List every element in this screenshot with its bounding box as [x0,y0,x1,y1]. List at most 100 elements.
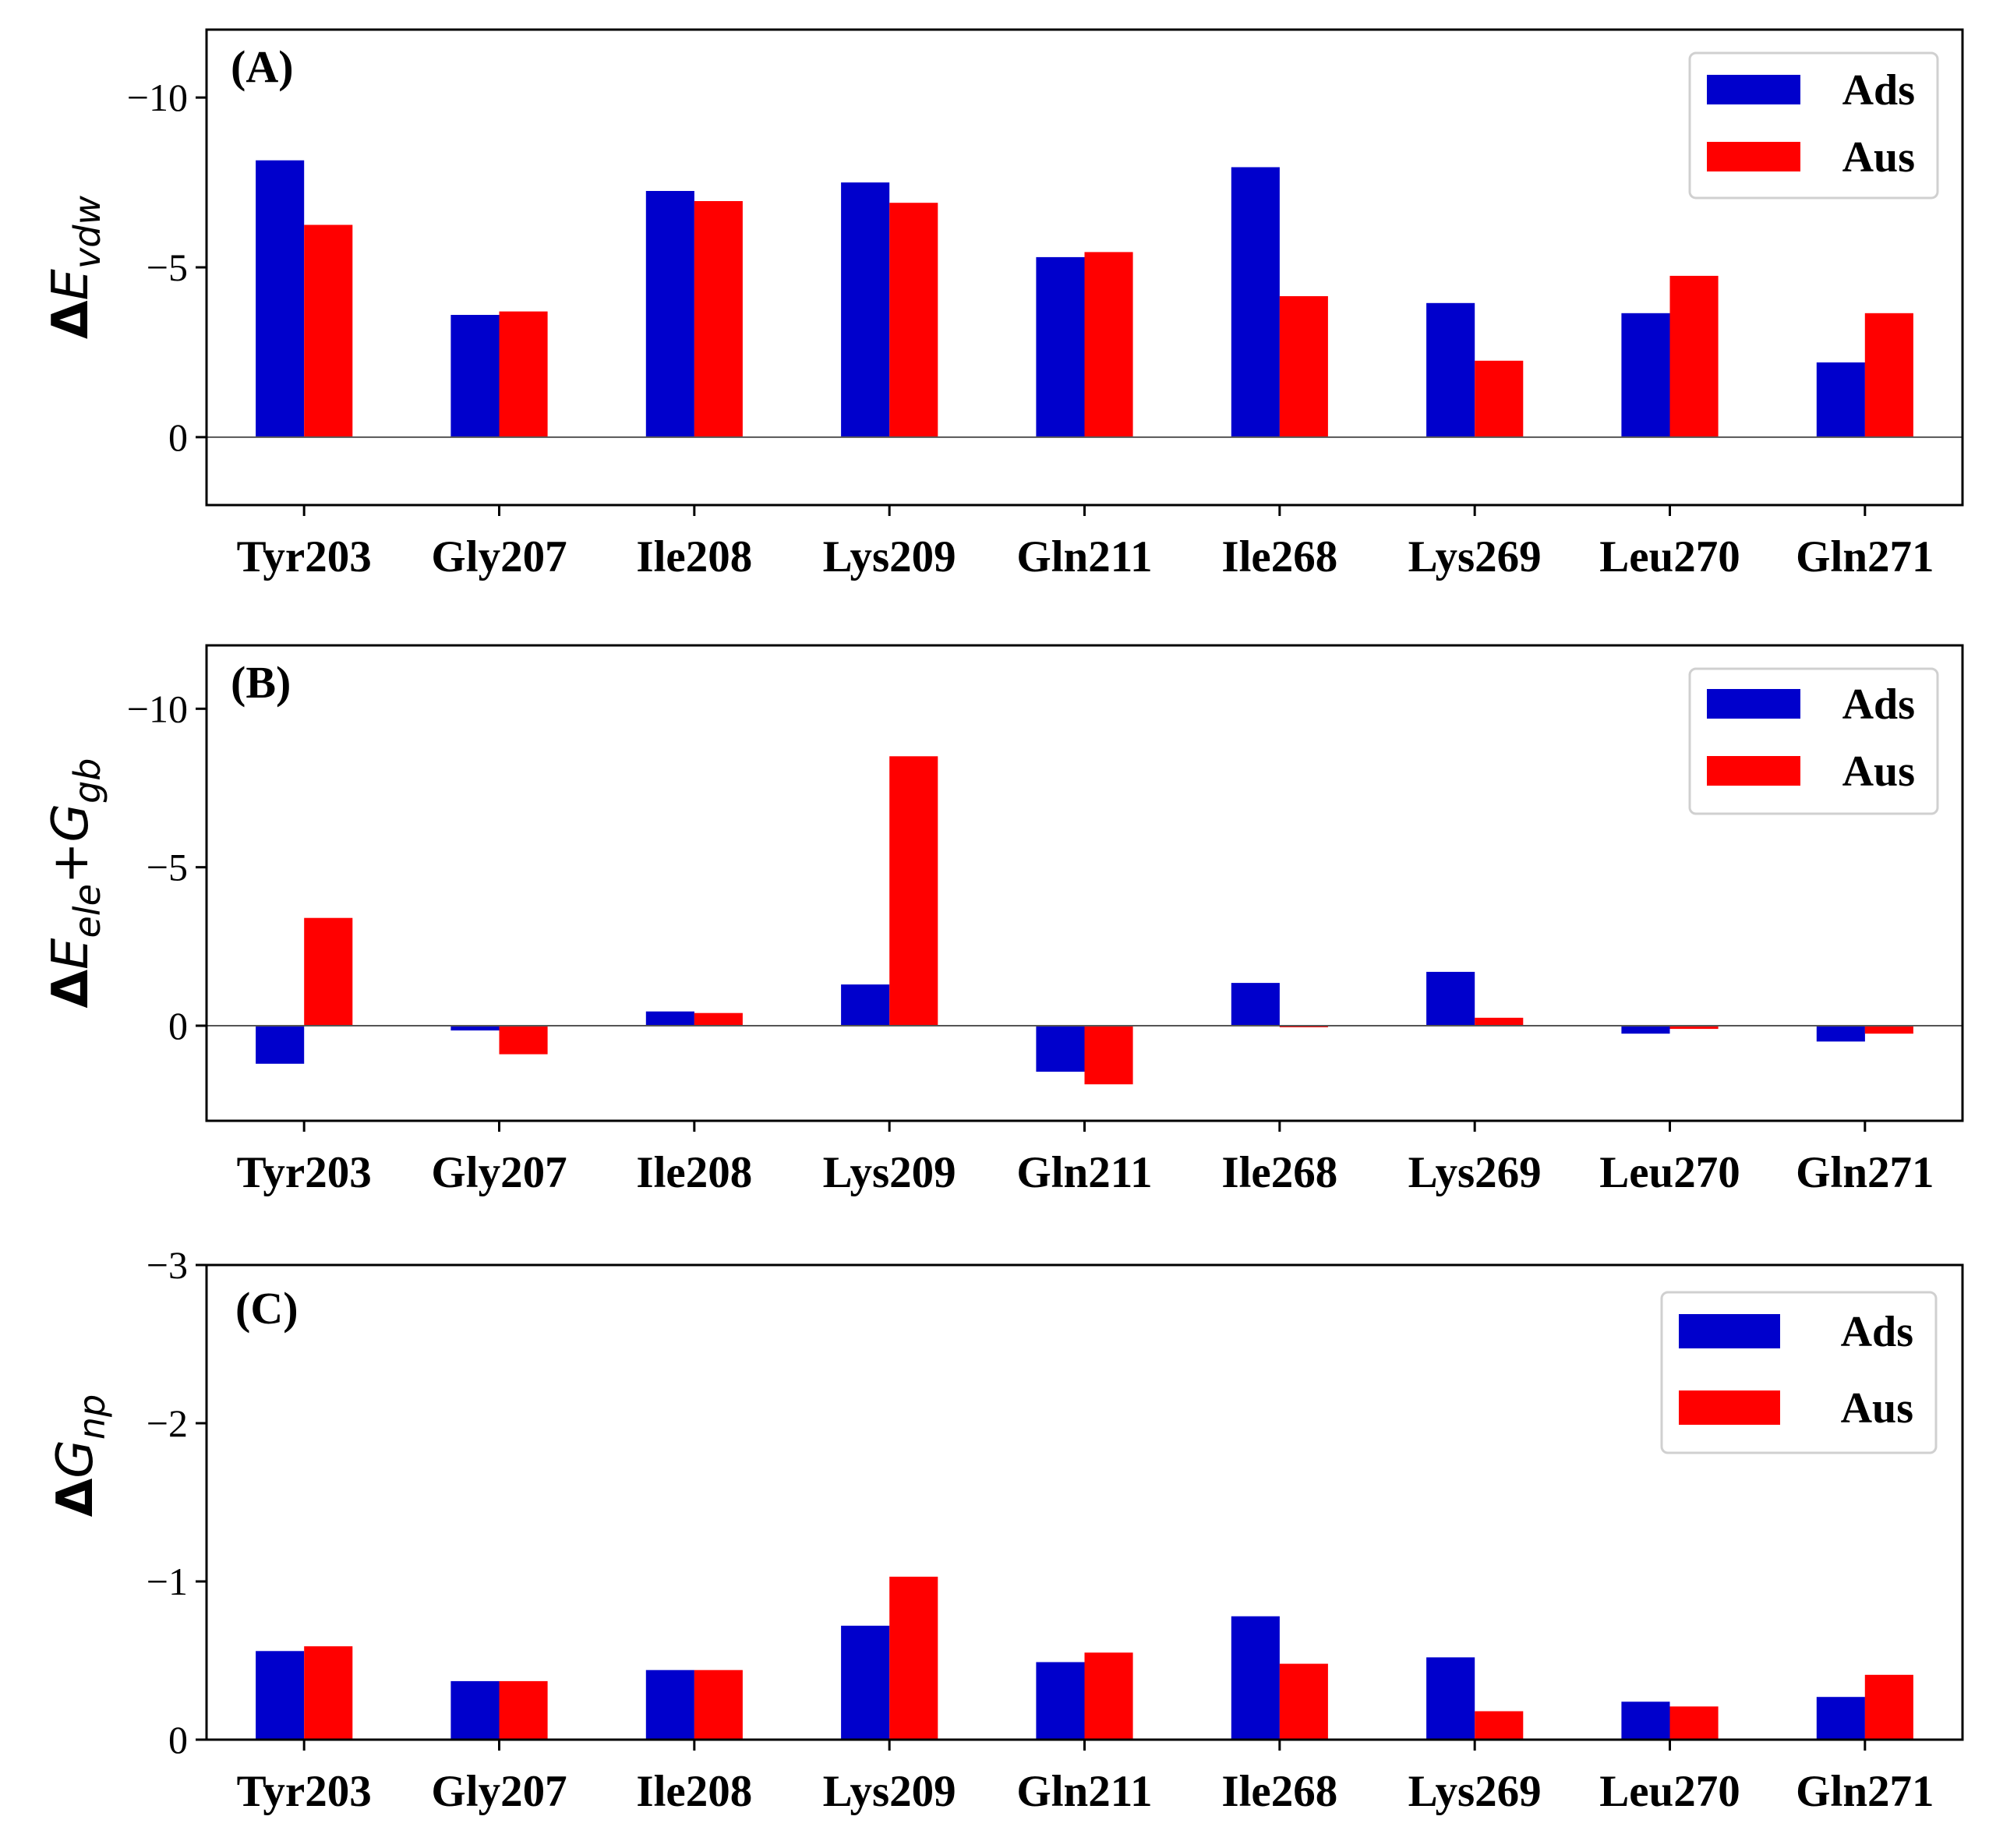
legend-label-ads: Ads [1842,680,1915,729]
legend-label-aus: Aus [1842,133,1915,182]
bar-aus-ile268 [1279,1663,1328,1740]
y-tick-label: −10 [127,687,188,730]
bar-ads-leu270 [1621,1701,1670,1740]
x-tick-label: Lys209 [823,1148,956,1197]
bar-aus-gln271 [1864,313,1913,437]
bar-aus-gln211 [1084,1026,1133,1085]
bar-ads-ile208 [645,1670,694,1740]
bar-aus-gly207 [499,311,548,437]
bar-ads-leu270 [1621,313,1670,437]
bar-aus-leu270 [1669,275,1719,437]
bar-aus-lys209 [889,203,938,437]
x-tick-label: Gln211 [1016,1767,1152,1816]
x-tick-label: Leu270 [1599,532,1740,581]
x-tick-label: Ile208 [636,1767,752,1816]
bar-ads-lys209 [841,984,890,1026]
bar-ads-tyr203 [256,1651,305,1740]
x-tick-label: Lys269 [1408,532,1542,581]
bar-ads-lys209 [841,182,890,437]
bar-aus-gln211 [1084,252,1133,437]
y-tick-label: −1 [147,1560,188,1603]
y-tick-label: 0 [168,415,188,459]
x-tick-label: Ile208 [636,1148,752,1197]
panel-label: (A) [231,41,294,92]
y-tick-label: 0 [168,1718,188,1761]
bar-aus-leu270 [1669,1026,1719,1030]
x-tick-label: Tyr203 [237,1148,372,1197]
bar-aus-ile268 [1279,296,1328,437]
y-axis-label: ΔEvdw [42,196,108,339]
x-tick-label: Lys269 [1408,1767,1542,1816]
bar-ads-gln271 [1816,1026,1865,1042]
bar-ads-ile268 [1231,167,1280,437]
x-tick-label: Gly207 [431,1148,567,1197]
x-tick-label: Ile268 [1221,1148,1337,1197]
bar-ads-tyr203 [256,160,305,437]
y-tick-label: −5 [147,846,188,889]
panel-b: −10 −5 0 Tyr203 Gly207 Ile208 Lys209 Gln211 Ile2… [42,644,1964,1197]
bar-ads-ile208 [645,1011,694,1026]
bar-aus-tyr203 [304,224,353,437]
x-tick-label: Gly207 [431,532,567,581]
bar-ads-tyr203 [256,1026,305,1064]
bar-aus-lys209 [889,756,938,1026]
legend-swatch-ads [1679,1314,1780,1348]
x-tick-label: Leu270 [1599,1767,1740,1816]
legend-swatch-aus [1707,756,1800,786]
bar-ads-lys209 [841,1625,890,1740]
x-tick-label: Lys209 [823,1767,956,1816]
legend-label-ads: Ads [1842,66,1915,115]
x-tick-label: Gln211 [1016,1148,1152,1197]
legend-label-aus: Aus [1841,1384,1913,1433]
bar-ads-gly207 [450,315,500,437]
bar-ads-gln271 [1816,362,1865,437]
y-tick-label: −10 [127,76,188,119]
panel-label: (C) [235,1283,299,1334]
bar-aus-lys209 [889,1576,938,1740]
x-tick-label: Gln271 [1796,1767,1934,1816]
bar-ads-gly207 [450,1026,500,1031]
x-tick-label: Gln271 [1796,532,1934,581]
bar-ads-lys269 [1426,302,1475,437]
legend-swatch-ads [1707,75,1800,104]
bar-ads-lys269 [1426,971,1475,1026]
legend-swatch-ads [1707,689,1800,719]
bar-aus-gly207 [499,1026,548,1055]
y-tick-label: −2 [147,1401,188,1445]
bar-ads-ile208 [645,191,694,437]
x-tick-label: Ile268 [1221,1767,1337,1816]
legend-label-ads: Ads [1841,1308,1913,1356]
x-tick-label: Ile208 [636,532,752,581]
bar-ads-ile268 [1231,983,1280,1026]
x-tick-label: Leu270 [1599,1148,1740,1197]
bar-aus-lys269 [1475,360,1524,437]
bar-aus-ile208 [694,201,743,437]
y-axis-label: ΔEele+Ggb [42,758,108,1009]
bar-aus-ile208 [694,1670,743,1740]
bar-ads-gly207 [450,1680,500,1740]
bar-aus-lys269 [1475,1017,1524,1026]
x-tick-label: Tyr203 [237,1767,372,1816]
bar-aus-gln271 [1864,1026,1913,1034]
x-tick-label: Ile268 [1221,532,1337,581]
y-tick-label: 0 [168,1004,188,1048]
bar-ads-gln211 [1036,1026,1085,1072]
bar-ads-ile268 [1231,1616,1280,1740]
bar-ads-lys269 [1426,1657,1475,1740]
panel-c: −3 −2 −1 0 Tyr203 Gly207 Ile208 Lys209 Gln211 Ile… [47,1243,1964,1816]
bar-aus-tyr203 [304,1646,353,1740]
panel-label: (B) [231,657,291,708]
panel-a: −10 −5 0 Tyr203 Gly207 Ile208 Lys209 Gln211 Ile2… [42,28,1964,581]
bar-aus-ile208 [694,1012,743,1026]
x-tick-label: Gln271 [1796,1148,1934,1197]
bar-ads-gln211 [1036,1662,1085,1740]
bar-ads-leu270 [1621,1026,1670,1034]
bar-aus-leu270 [1669,1706,1719,1740]
x-tick-label: Lys209 [823,532,956,581]
bar-aus-gly207 [499,1680,548,1740]
x-tick-label: Gly207 [431,1767,567,1816]
bar-ads-gln271 [1816,1697,1865,1740]
bar-aus-gln211 [1084,1652,1133,1740]
x-tick-label: Lys269 [1408,1148,1542,1197]
